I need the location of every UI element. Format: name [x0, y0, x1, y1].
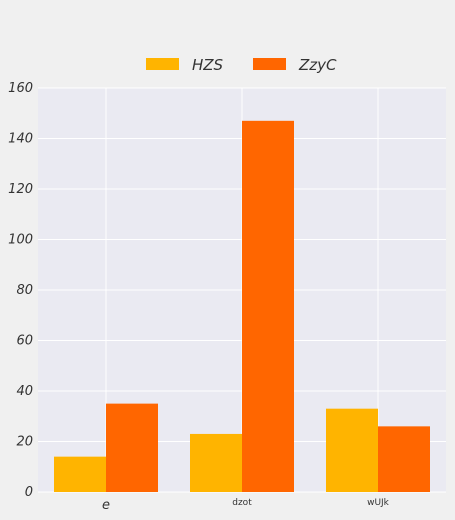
- legend: HZS ZzyC: [146, 56, 337, 74]
- legend-label-ZzyC: ZzyC: [298, 56, 337, 74]
- y-axis-ticks: 0 20 40 60 80 100 120 140 160: [8, 81, 33, 500]
- y-tick-label: 160: [8, 81, 33, 96]
- legend-swatch-ZzyC: [253, 58, 286, 70]
- legend-label-HZS: HZS: [192, 56, 224, 74]
- bars: [54, 120, 430, 492]
- y-tick-label: 140: [8, 132, 33, 147]
- x-tick-label: e: [102, 498, 110, 513]
- bar-ZzyC-dzot: [242, 120, 294, 492]
- bar-HZS-dzot: [190, 433, 242, 492]
- bar-ZzyC-wUJk: [378, 426, 430, 492]
- y-tick-label: 60: [16, 334, 33, 349]
- bar-HZS-e: [54, 456, 106, 492]
- legend-swatch-HZS: [146, 58, 179, 70]
- y-tick-label: 80: [16, 283, 33, 298]
- y-tick-label: 120: [8, 182, 33, 197]
- x-tick-label: wUJk: [367, 498, 390, 508]
- x-tick-label: dzot: [232, 498, 252, 508]
- bar-HZS-wUJk: [326, 408, 378, 492]
- y-tick-label: 0: [25, 485, 33, 500]
- y-tick-label: 20: [16, 435, 33, 450]
- y-tick-label: 40: [16, 384, 33, 399]
- y-tick-label: 100: [8, 233, 33, 248]
- x-axis-ticks: e dzot wUJk: [102, 498, 390, 513]
- bar-ZzyC-e: [106, 403, 158, 492]
